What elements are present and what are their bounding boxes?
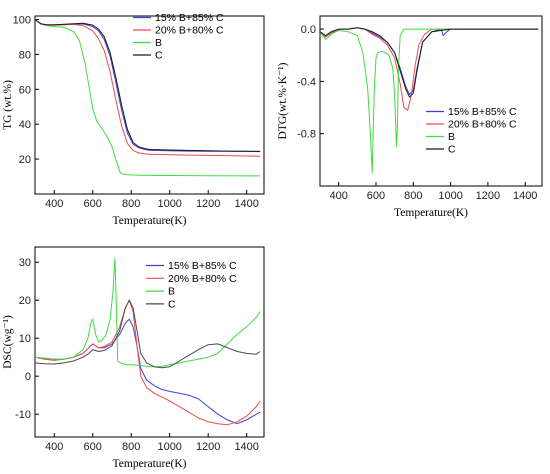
dtg-plot-frame [319,15,543,187]
tg-series-line-0 [35,19,261,153]
dtg-legend-label: 15% B+85% C [448,106,517,118]
tg-y-tick-label: 40 [19,119,31,131]
dtg-x-tick-label: 1000 [438,190,462,202]
dtg-legend-label: 20% B+80% C [448,119,517,131]
dtg-x-tick-label: 1200 [476,190,500,202]
tg-legend-label: 15% B+85% C [155,12,224,24]
tg-x-tick-label: 1000 [157,198,181,210]
tg-y-axis-title: TG (wt.%) [2,80,14,130]
dtg-series-line-0 [320,27,539,95]
dsc-legend-label: B [168,286,175,298]
tg-chart: 400 600 800 1000 1200 1400 20 40 60 80 100 Temperat… [2,12,265,227]
tg-series-line-3 [35,19,261,152]
dtg-x-tick-label: 600 [367,190,385,202]
tg-series-line-1 [35,19,261,157]
dtg-x-tick-label: 800 [404,190,422,202]
tg-y-tick-label: 100 [13,14,31,26]
dsc-y-tick-label: 30 [19,257,31,269]
tg-y-tick-label: 60 [19,84,31,96]
tg-legend-label: C [155,50,163,62]
dtg-y-tick-label: -0.4 [297,76,316,88]
dsc-x-tick-label: 1000 [157,441,181,453]
dsc-x-tick-label: 400 [45,441,63,453]
dtg-x-tick-label: 1400 [513,190,537,202]
tg-x-axis-title: Temperature(K) [113,215,187,227]
tg-x-tick-label: 400 [45,198,63,210]
dsc-y-axis-title: DSC(wg⁻¹) [2,315,14,369]
tg-legend-label: 20% B+80% C [155,25,224,37]
dtg-legend-label: C [448,144,456,156]
tg-x-tick-label: 1400 [234,198,258,210]
dsc-chart: 400 600 800 1000 1200 1400 30 20 10 0 -10 Temperatu… [2,246,265,470]
dsc-x-tick-label: 800 [122,441,140,453]
dsc-x-axis-title: Temperature(K) [113,458,187,470]
dtg-chart: 400 600 800 1000 1200 1400 0.0 -0.4 -0.8 Temperat… [277,15,543,219]
tg-plot-frame [34,15,265,195]
dtg-series-line-3 [320,27,539,98]
dsc-y-tick-label: -10 [15,409,31,421]
dsc-series-line-1 [35,299,261,426]
tg-x-tick-label: 800 [122,198,140,210]
dsc-y-tick-label: 20 [19,295,31,307]
dsc-legend-label: 15% B+85% C [168,260,237,272]
dtg-y-tick-label: 0.0 [301,24,316,36]
dtg-y-tick-label: -0.8 [297,129,316,141]
tg-y-tick-label: 20 [19,154,31,166]
dsc-y-tick-label: 0 [25,371,31,383]
tg-x-tick-label: 1200 [196,198,220,210]
dtg-y-axis-title: DTG(wt.%·K⁻¹) [277,62,289,139]
tg-series-line-2 [35,19,261,177]
dsc-legend-label: 20% B+80% C [168,273,237,285]
tg-y-tick-label: 80 [19,49,31,61]
dtg-x-axis-title: Temperature(K) [394,207,468,219]
dsc-x-tick-label: 1400 [234,441,258,453]
dsc-x-tick-label: 1200 [196,441,220,453]
tg-legend-label: B [155,37,162,49]
dsc-series-line-3 [35,299,261,369]
dsc-x-tick-label: 600 [84,441,102,453]
dtg-series-line-1 [320,27,539,111]
dsc-series-line-0 [35,318,261,425]
dsc-series-line-2 [35,257,261,368]
dsc-legend-label: C [168,298,176,310]
dtg-legend-label: B [448,131,455,143]
dsc-plot-frame [34,246,265,438]
dsc-y-tick-label: 10 [19,333,31,345]
dtg-x-tick-label: 400 [329,190,347,202]
tg-x-tick-label: 600 [84,198,102,210]
dtg-series-line-2 [320,28,539,174]
